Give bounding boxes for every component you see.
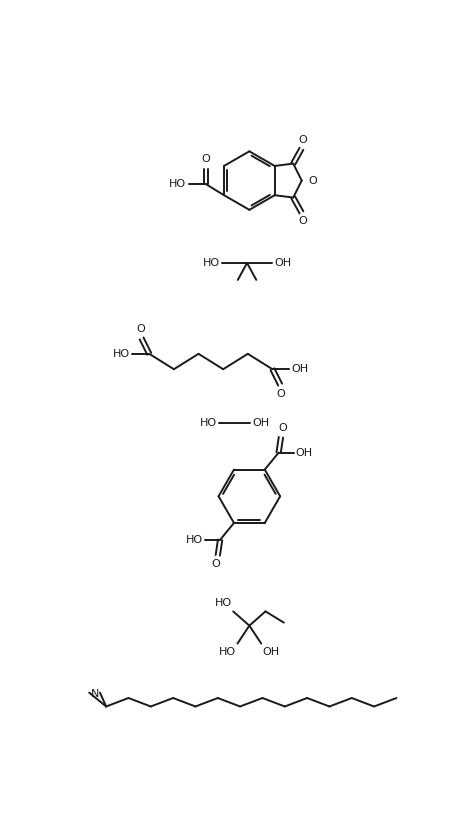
Text: HO: HO [113,349,130,359]
Text: HO: HO [169,179,186,189]
Text: N: N [91,689,99,699]
Text: OH: OH [274,258,291,268]
Text: O: O [299,135,307,145]
Text: O: O [308,175,316,185]
Text: O: O [277,389,285,399]
Text: O: O [212,559,221,569]
Text: HO: HO [219,647,236,656]
Text: OH: OH [295,448,313,458]
Text: O: O [278,424,287,434]
Text: HO: HO [200,418,217,428]
Text: O: O [136,324,145,334]
Text: HO: HO [186,535,203,545]
Text: HO: HO [214,598,232,608]
Text: OH: OH [252,418,270,428]
Text: HO: HO [203,258,220,268]
Text: OH: OH [263,647,280,656]
Text: O: O [202,154,210,164]
Text: OH: OH [292,364,309,374]
Text: O: O [299,216,307,226]
